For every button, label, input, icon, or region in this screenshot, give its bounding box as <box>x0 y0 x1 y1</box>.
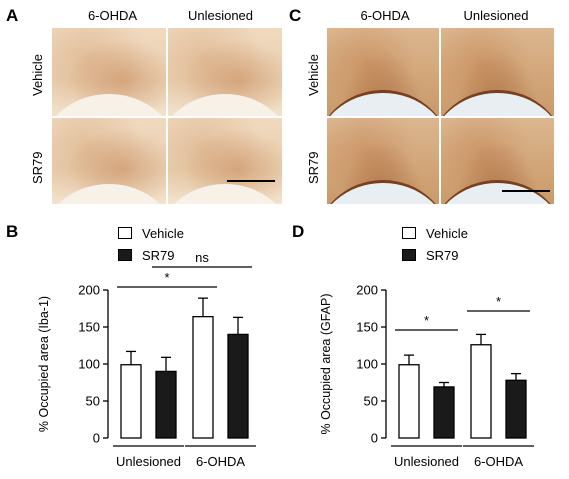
scale-bar-c <box>502 190 550 192</box>
legend-d: Vehicle SR79 <box>402 224 468 268</box>
panel-c-col-unlesioned: Unlesioned <box>463 8 529 23</box>
micrograph-gfap-sr79-6ohda <box>327 118 439 204</box>
legend-b: Vehicle SR79 <box>118 224 184 268</box>
bar-b-sr79-2 <box>227 333 249 439</box>
micrograph-iba-vehicle-6ohda <box>52 28 166 116</box>
panel-letter-c: C <box>289 6 302 25</box>
legend-d-vehicle: Vehicle <box>402 224 468 242</box>
micrograph-gfap-vehicle-6ohda <box>327 28 439 116</box>
category-label-d: Unlesioned <box>394 454 459 469</box>
y-tick-label-b: 150 <box>78 320 100 335</box>
significance-label-d: * <box>496 294 501 309</box>
legend-b-vehicle-swatch <box>118 227 132 239</box>
micrograph-iba-sr79-6ohda <box>52 118 166 204</box>
significance-label-b: ns <box>195 250 209 265</box>
scale-bar-a <box>227 180 275 182</box>
y-tick-label-b: 100 <box>78 357 100 372</box>
significance-label-b: * <box>164 270 169 285</box>
panel-letter-a: A <box>6 6 19 25</box>
y-axis-label-b: % Occupied area (Iba-1) <box>37 296 51 432</box>
y-tick-label-d: 100 <box>356 357 378 372</box>
category-label-b: Unlesioned <box>116 454 181 469</box>
y-tick-label-d: 200 <box>356 283 378 298</box>
legend-d-vehicle-label: Vehicle <box>426 225 468 241</box>
y-tick-label-b: 0 <box>93 431 100 446</box>
category-label-d: 6-OHDA <box>474 454 523 469</box>
panel-c-col-6ohda: 6-OHDA <box>360 8 410 23</box>
legend-d-sr79-label: SR79 <box>426 247 459 263</box>
panel-letter-b: B <box>6 222 19 241</box>
legend-b-vehicle: Vehicle <box>118 224 184 242</box>
micrograph-gfap-vehicle-unlesioned <box>441 28 554 116</box>
bar-d-sr79-1 <box>433 386 455 439</box>
y-tick-label-b: 50 <box>86 394 100 409</box>
bar-d-vehicle-2 <box>470 344 492 439</box>
legend-b-sr79: SR79 <box>118 246 184 264</box>
legend-b-vehicle-label: Vehicle <box>142 225 184 241</box>
legend-b-sr79-swatch <box>118 249 132 261</box>
legend-d-vehicle-swatch <box>402 227 416 239</box>
y-axis-label-d: % Occupied area (GFAP) <box>319 293 333 434</box>
bar-b-vehicle-1 <box>120 364 142 439</box>
significance-label-d: * <box>424 313 429 328</box>
bar-d-sr79-2 <box>505 379 527 439</box>
panel-a-col-6ohda: 6-OHDA <box>87 8 138 23</box>
panel-a-col-unlesioned: Unlesioned <box>187 8 254 23</box>
micrograph-gfap-sr79-unlesioned <box>441 118 554 204</box>
y-tick-label-d: 0 <box>371 431 378 446</box>
y-tick-label-b: 200 <box>78 283 100 298</box>
micrograph-iba-sr79-unlesioned <box>168 118 282 204</box>
bar-b-vehicle-2 <box>192 315 214 439</box>
y-tick-label-d: 150 <box>356 320 378 335</box>
category-label-b: 6-OHDA <box>196 454 245 469</box>
panel-letter-d: D <box>292 222 305 241</box>
bar-d-vehicle-1 <box>398 364 420 439</box>
legend-d-sr79: SR79 <box>402 246 468 264</box>
micrograph-iba-vehicle-unlesioned <box>168 28 282 116</box>
bar-b-sr79-1 <box>155 370 177 439</box>
y-tick-label-d: 50 <box>364 394 378 409</box>
legend-b-sr79-label: SR79 <box>142 247 175 263</box>
legend-d-sr79-swatch <box>402 249 416 261</box>
